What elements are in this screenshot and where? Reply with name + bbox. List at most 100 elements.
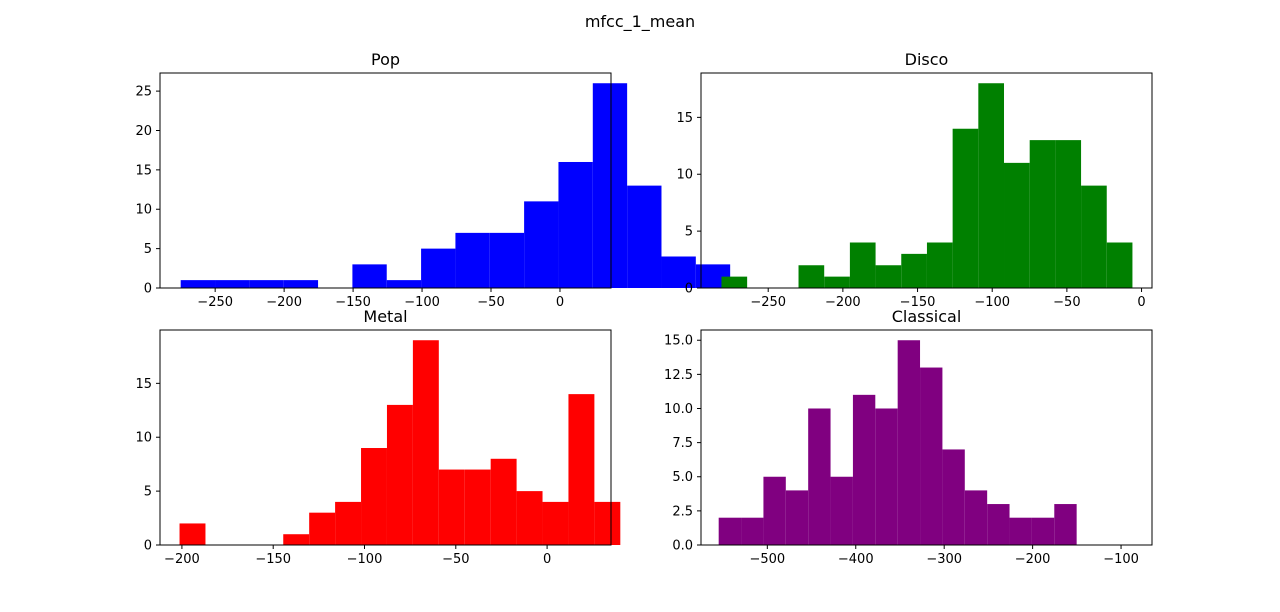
pop-y-tick-label: 0 bbox=[144, 282, 152, 297]
disco-y-tick-label: 10 bbox=[676, 168, 693, 183]
pop-bar bbox=[421, 248, 456, 288]
metal-bar bbox=[568, 394, 595, 545]
disco-x-tick-label: −150 bbox=[900, 295, 936, 310]
metal-x-tick-label: 0 bbox=[543, 552, 551, 567]
classical-x-tick-label: −300 bbox=[926, 552, 962, 567]
metal-y-tick-label: 10 bbox=[135, 431, 152, 446]
classical-y-tick-label: 15.0 bbox=[664, 334, 693, 349]
disco-bar bbox=[849, 242, 876, 288]
metal-bar bbox=[309, 512, 336, 545]
classical-x-tick-label: −200 bbox=[1015, 552, 1051, 567]
pop-y-tick-label: 20 bbox=[135, 124, 152, 139]
pop-x-tick-label: −200 bbox=[266, 295, 302, 310]
metal-title: Metal bbox=[363, 307, 407, 326]
classical-y-tick-label: 7.5 bbox=[672, 436, 693, 451]
disco-bar bbox=[901, 253, 927, 288]
disco-bar bbox=[875, 265, 902, 288]
metal-x-tick-label: −200 bbox=[164, 552, 200, 567]
disco-x-tick-label: 0 bbox=[1137, 295, 1145, 310]
classical-bar bbox=[1009, 517, 1032, 545]
disco-axes-frame bbox=[700, 72, 1153, 289]
pop-title: Pop bbox=[371, 50, 400, 69]
pop-bar bbox=[249, 280, 284, 288]
metal-bar bbox=[386, 404, 413, 545]
metal-bar bbox=[335, 501, 362, 545]
metal-bar bbox=[361, 448, 387, 545]
classical-bar bbox=[741, 517, 764, 545]
pop-x-tick-label: −50 bbox=[477, 295, 504, 310]
metal-bar bbox=[594, 501, 621, 545]
pop-bar bbox=[386, 280, 422, 288]
classical-bar bbox=[808, 408, 831, 545]
classical-bar bbox=[718, 517, 742, 545]
metal-bar bbox=[438, 469, 465, 545]
pop-y-tick-label: 15 bbox=[135, 163, 152, 178]
pop-y-tick-label: 25 bbox=[135, 85, 152, 100]
disco-bar bbox=[798, 265, 825, 288]
pop-bar bbox=[489, 232, 525, 288]
subplot-pop: −250 −200 −150 −100 −50 0 0 5 10 15 20 25 Pop bbox=[135, 50, 731, 310]
classical-y-tick-label: 5.0 bbox=[672, 470, 693, 485]
pop-bar bbox=[558, 161, 593, 288]
classical-bar bbox=[920, 367, 943, 545]
disco-y-tick-label: 0 bbox=[685, 282, 693, 297]
metal-bar bbox=[283, 534, 310, 545]
metal-x-tick-label: −50 bbox=[442, 552, 469, 567]
disco-y-tick-label: 15 bbox=[676, 111, 693, 126]
pop-axes-frame bbox=[159, 72, 612, 289]
classical-bar bbox=[942, 449, 965, 545]
classical-bar bbox=[964, 490, 988, 545]
subplot-disco: −250 −200 −150 −100 −50 0 0 5 10 15 Disco bbox=[676, 50, 1153, 310]
disco-x-tick-label: −200 bbox=[825, 295, 861, 310]
classical-bar bbox=[785, 490, 809, 545]
subplot-metal: −200 −150 −100 −50 0 0 5 10 15 Metal bbox=[135, 307, 621, 567]
pop-x-tick-label: 0 bbox=[556, 295, 564, 310]
classical-x-tick-label: −100 bbox=[1103, 552, 1139, 567]
classical-bar bbox=[763, 476, 786, 545]
disco-title: Disco bbox=[905, 50, 949, 69]
disco-bar bbox=[1055, 140, 1082, 288]
classical-y-tick-label: 10.0 bbox=[664, 402, 693, 417]
metal-bar bbox=[412, 340, 439, 545]
metal-bar bbox=[464, 469, 491, 545]
disco-bar bbox=[978, 83, 1005, 288]
classical-y-tick-label: 0.0 bbox=[672, 539, 693, 554]
classical-bar bbox=[875, 408, 898, 545]
disco-x-tick-label: −100 bbox=[974, 295, 1010, 310]
pop-bar bbox=[592, 83, 628, 288]
pop-bar bbox=[455, 232, 490, 288]
disco-bar bbox=[721, 276, 748, 288]
disco-bar bbox=[1106, 242, 1133, 288]
disco-bar bbox=[1081, 185, 1107, 288]
classical-y-tick-label: 12.5 bbox=[664, 368, 693, 383]
pop-bar bbox=[627, 185, 662, 288]
pop-x-tick-label: −150 bbox=[335, 295, 371, 310]
disco-x-tick-label: −50 bbox=[1053, 295, 1080, 310]
pop-bar bbox=[661, 256, 696, 288]
pop-bar bbox=[352, 264, 387, 288]
classical-bar bbox=[852, 394, 876, 545]
pop-bar bbox=[524, 201, 559, 288]
classical-x-tick-label: −400 bbox=[838, 552, 874, 567]
metal-y-tick-label: 15 bbox=[135, 377, 152, 392]
disco-bar bbox=[1004, 162, 1030, 288]
pop-y-tick-label: 5 bbox=[144, 242, 152, 257]
pop-bar bbox=[283, 280, 319, 288]
disco-bar bbox=[824, 276, 850, 288]
pop-y-tick-label: 10 bbox=[135, 203, 152, 218]
metal-y-tick-label: 5 bbox=[144, 485, 152, 500]
classical-y-tick-label: 2.5 bbox=[672, 504, 693, 519]
figure-title: mfcc_1_mean bbox=[585, 12, 695, 32]
classical-bar bbox=[897, 340, 921, 545]
disco-x-tick-label: −250 bbox=[750, 295, 786, 310]
classical-bar bbox=[987, 504, 1010, 545]
subplot-classical: −500 −400 −300 −200 −100 0.0 2.5 5.0 7.5 10.0 12.5… bbox=[664, 307, 1153, 567]
metal-bar bbox=[490, 458, 517, 545]
classical-x-tick-label: −500 bbox=[749, 552, 785, 567]
pop-x-tick-label: −250 bbox=[197, 295, 233, 310]
classical-axes-frame bbox=[700, 329, 1153, 546]
pop-bar bbox=[180, 280, 216, 288]
classical-title: Classical bbox=[892, 307, 962, 326]
